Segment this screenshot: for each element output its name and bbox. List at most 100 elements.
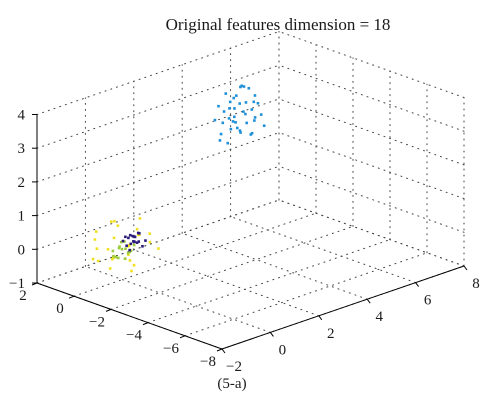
z-tick-label: 0 — [18, 242, 26, 258]
data-point — [94, 230, 98, 233]
grid-lines — [36, 31, 465, 350]
data-point — [119, 240, 123, 244]
data-point — [256, 101, 260, 105]
x-tick-label: 0 — [279, 342, 287, 358]
grid-line-side-z — [278, 132, 465, 200]
data-point — [253, 116, 257, 119]
data-point — [226, 141, 230, 145]
z-tick-label: 1 — [18, 209, 26, 225]
data-point — [106, 247, 110, 251]
data-point — [218, 139, 222, 142]
data-point — [244, 101, 248, 104]
grid-line-floor-y — [110, 225, 354, 310]
data-point — [128, 233, 132, 237]
data-point — [127, 253, 130, 257]
y-axis-line — [36, 282, 223, 350]
data-point — [113, 219, 116, 223]
data-point — [120, 247, 124, 251]
x-axis-line — [221, 265, 465, 350]
data-point — [118, 245, 121, 248]
data-point — [133, 240, 136, 244]
grid-line-floor-y — [147, 239, 391, 324]
grid-line-side-z — [278, 199, 465, 267]
y-tick-mark — [179, 335, 186, 339]
data-point — [259, 113, 263, 116]
grid-line-back-z — [36, 132, 280, 217]
data-point — [233, 115, 236, 119]
data-point — [137, 233, 140, 237]
grid-line-floor-x — [278, 199, 465, 267]
x-tick-label: −2 — [226, 359, 242, 375]
grid-line-floor-x — [133, 249, 320, 317]
y-tick-label: −4 — [126, 328, 142, 344]
data-point — [111, 256, 115, 260]
grid-line-floor-x — [84, 265, 271, 333]
data-point — [95, 247, 99, 250]
data-point — [112, 236, 116, 240]
x-tick-label: 4 — [375, 309, 383, 325]
data-point — [262, 124, 266, 128]
x-tick-mark — [366, 298, 371, 304]
data-point — [132, 235, 136, 238]
grid-line-floor-y — [184, 252, 428, 337]
data-point — [111, 249, 115, 253]
x-tick-label: 2 — [327, 326, 335, 342]
x-tick-mark — [415, 282, 420, 287]
y-tick-label: 2 — [19, 288, 27, 304]
x-tick-mark — [269, 332, 274, 337]
data-point — [116, 224, 120, 227]
grid-line-side-z — [278, 31, 465, 98]
data-point — [253, 94, 257, 97]
data-point — [217, 104, 220, 108]
data-point — [235, 126, 239, 130]
data-point — [242, 110, 245, 113]
data-point — [124, 235, 127, 239]
data-point — [238, 102, 242, 105]
data-point — [157, 247, 160, 250]
grid-line-back-z — [36, 64, 280, 149]
data-point — [130, 269, 133, 273]
data-point — [233, 107, 236, 110]
grid-line-back-z — [36, 165, 280, 250]
z-tick-label: −1 — [9, 276, 25, 292]
x-tick-mark — [221, 348, 226, 354]
data-point — [129, 249, 133, 252]
data-point — [117, 246, 121, 250]
grid-line-floor-y — [73, 212, 317, 297]
data-point — [234, 121, 237, 124]
data-point — [129, 242, 133, 246]
data-point — [250, 108, 254, 111]
data-point — [132, 263, 136, 267]
data-point — [112, 254, 115, 258]
data-point — [126, 251, 130, 255]
data-point — [253, 119, 256, 122]
data-point — [232, 96, 236, 100]
data-point — [148, 232, 152, 235]
data-point — [137, 240, 141, 243]
y-tick-label: −8 — [200, 354, 216, 370]
data-point — [247, 86, 251, 90]
data-point — [231, 120, 235, 123]
grid-line-side-z — [278, 98, 465, 166]
data-point — [227, 117, 231, 120]
grid-line-back-z — [36, 199, 280, 284]
z-tick-label: 2 — [18, 175, 26, 191]
data-point — [141, 244, 144, 248]
data-point — [96, 259, 100, 263]
x-tick-label: 6 — [424, 293, 432, 309]
chart-title: Original features dimension = 18 — [166, 15, 391, 34]
data-point — [228, 107, 231, 110]
data-point — [238, 129, 242, 132]
data-point — [245, 121, 248, 125]
axis-lines — [31, 114, 468, 354]
data-point — [132, 243, 136, 247]
y-tick-label: −2 — [89, 314, 105, 330]
grid-line-floor-x — [230, 216, 417, 284]
data-point — [242, 85, 246, 88]
data-point — [244, 112, 247, 116]
data-points — [91, 84, 266, 273]
data-point — [125, 244, 128, 248]
data-point — [111, 257, 114, 261]
y-tick-label: 0 — [56, 301, 64, 317]
